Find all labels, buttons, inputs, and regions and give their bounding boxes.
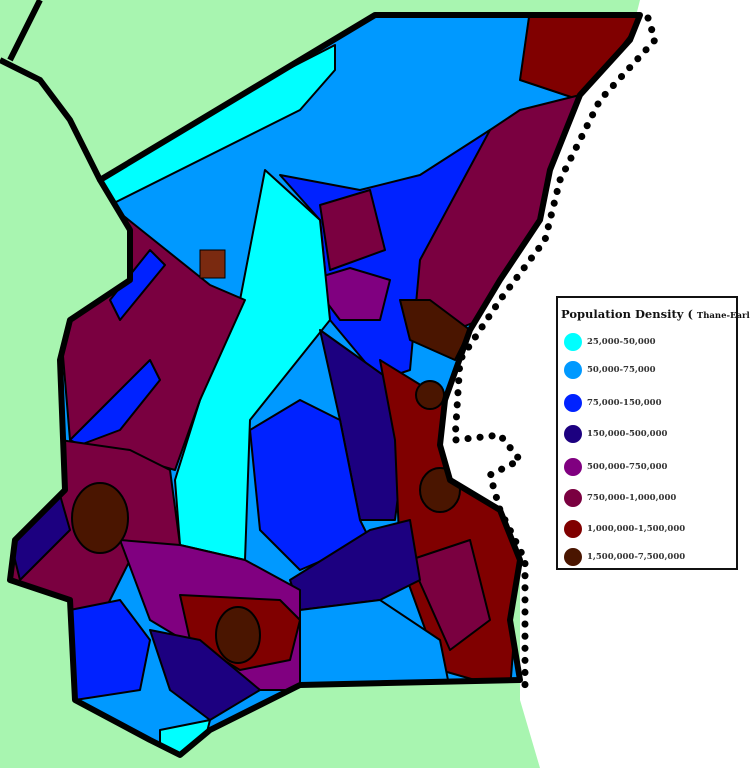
- legend-swatch: [564, 458, 582, 476]
- legend-swatch: [564, 361, 582, 379]
- legend-swatch: [564, 520, 582, 538]
- legend-item: 1,500,000-7,500,000: [564, 548, 685, 566]
- legend-title-text: Population Density (: [561, 307, 693, 321]
- legend-swatch: [564, 489, 582, 507]
- legend-item: 500,000-750,000: [564, 458, 667, 476]
- city-brown-west: [71, 482, 129, 554]
- region-navy-southwest-2: [149, 629, 261, 721]
- legend-label: 75,000-150,000: [587, 398, 662, 408]
- legend-item: 50,000-75,000: [564, 361, 656, 379]
- region-blue-central: [249, 399, 371, 571]
- legend: Population Density ( Thane-Earldom) 25,0…: [556, 296, 750, 570]
- legend-label: 1,000,000-1,500,000: [587, 524, 686, 534]
- legend-label: 1,500,000-7,500,000: [587, 552, 686, 562]
- legend-label: 500,000-750,000: [587, 462, 668, 472]
- legend-title: Population Density ( Thane-Earldom): [561, 307, 750, 321]
- legend-swatch: [564, 394, 582, 412]
- legend-item: 75,000-150,000: [564, 394, 662, 412]
- region-blue-west-north: [109, 249, 166, 321]
- legend-item: 1,000,000-1,500,000: [564, 520, 685, 538]
- legend-label: 750,000-1,000,000: [587, 493, 677, 503]
- region-maroon-south-east-inner: [409, 539, 491, 651]
- legend-subtitle: Thane-Earldom: [696, 311, 750, 321]
- legend-swatch: [564, 548, 582, 566]
- maritime-boundary: [451, 14, 659, 689]
- legend-item: 750,000-1,000,000: [564, 489, 676, 507]
- legend-swatch: [564, 333, 582, 351]
- region-purple-north: [309, 267, 391, 321]
- legend-label: 50,000-75,000: [587, 365, 656, 375]
- region-maroon-north: [319, 189, 386, 271]
- legend-item: 150,000-500,000: [564, 425, 667, 443]
- legend-label: 150,000-500,000: [587, 429, 668, 439]
- legend-swatch: [564, 425, 582, 443]
- legend-item: 25,000-50,000: [564, 333, 656, 351]
- state-border: [7, 12, 643, 758]
- city-brown-south: [215, 606, 261, 664]
- brown-landmark: [199, 249, 226, 279]
- northwest-border: [0, 0, 103, 182]
- legend-label: 25,000-50,000: [587, 337, 656, 347]
- city-brown-east-2: [415, 380, 445, 410]
